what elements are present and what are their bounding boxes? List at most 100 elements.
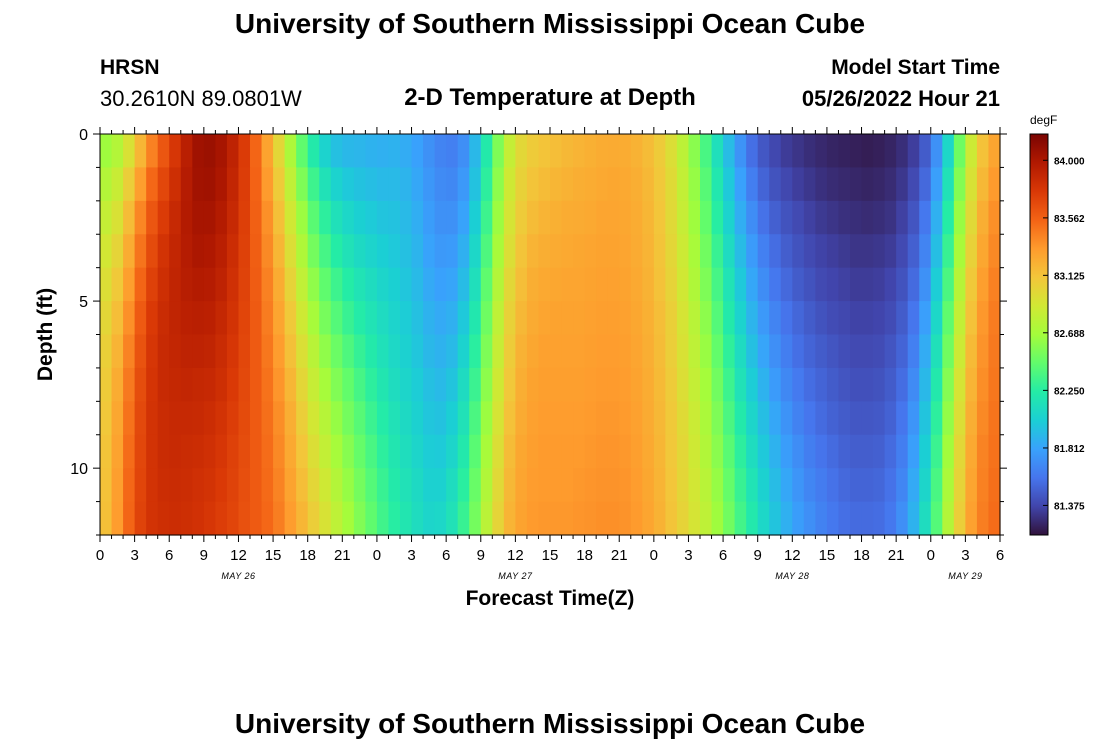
heatmap-cell [584, 468, 597, 503]
heatmap-cell [573, 367, 586, 402]
heatmap-cell [965, 468, 978, 503]
heatmap-cell [273, 401, 286, 436]
heatmap-cell [780, 301, 793, 336]
heatmap-cell [192, 267, 205, 302]
heatmap-cell [111, 200, 124, 235]
heatmap-cell [757, 401, 770, 436]
heatmap-cell [826, 200, 840, 235]
heatmap-cell [850, 301, 863, 336]
heatmap-cell [746, 234, 759, 269]
heatmap-cell [734, 501, 747, 536]
heatmap-cell [884, 334, 897, 369]
heatmap-cell [423, 134, 436, 169]
heatmap-cell [884, 267, 897, 302]
x-tick-label: 9 [477, 547, 485, 564]
chart-subtitle: 2-D Temperature at Depth [404, 84, 696, 111]
heatmap-cell [284, 267, 297, 302]
heatmap-cell [515, 267, 528, 302]
heatmap-cell [376, 401, 390, 436]
heatmap-cell [642, 334, 655, 369]
heatmap-cell [619, 134, 632, 169]
heatmap-cell [353, 367, 366, 402]
heatmap-cell [642, 501, 655, 536]
heatmap-cell [376, 134, 390, 169]
heatmap-cell [734, 434, 747, 469]
heatmap-cell [630, 301, 643, 336]
heatmap-cell [573, 468, 586, 503]
heatmap-cell [861, 134, 874, 169]
heatmap-cell [619, 267, 632, 302]
heatmap-cell [850, 167, 863, 202]
heatmap-cell [538, 301, 551, 336]
heatmap-cell [238, 401, 251, 436]
heatmap-cell [653, 134, 666, 169]
heatmap-cell [284, 468, 297, 503]
heatmap-cell [123, 501, 136, 536]
heatmap-cell [965, 267, 978, 302]
heatmap-cell [342, 334, 355, 369]
heatmap-cell [688, 434, 701, 469]
heatmap-cell [573, 301, 586, 336]
heatmap-cell [873, 434, 886, 469]
heatmap-cell [146, 367, 159, 402]
heatmap-cell [573, 401, 586, 436]
heatmap-cell [123, 267, 136, 302]
heatmap-cell [411, 134, 424, 169]
heatmap-cell [469, 200, 482, 235]
heatmap-cell [134, 468, 147, 503]
heatmap-cell [134, 434, 147, 469]
heatmap-cell [434, 401, 447, 436]
heatmap-cell [330, 267, 343, 302]
heatmap-cell [584, 167, 597, 202]
heatmap-cell [480, 200, 493, 235]
heatmap-cell [423, 501, 436, 536]
colorbar-unit: degF [1030, 113, 1057, 127]
heatmap-cell [653, 167, 666, 202]
heatmap-cell [434, 267, 447, 302]
heatmap-cell [469, 234, 482, 269]
heatmap-cell [296, 167, 309, 202]
heatmap-cell [700, 267, 713, 302]
heatmap-cell [550, 334, 563, 369]
heatmap-cell [550, 401, 563, 436]
heatmap-cell [757, 367, 770, 402]
heatmap-cell [757, 468, 770, 503]
heatmap-cell [826, 468, 840, 503]
heatmap-cell [723, 301, 736, 336]
heatmap-cell [203, 367, 216, 402]
heatmap-cell [757, 234, 770, 269]
heatmap-cell [180, 134, 193, 169]
heatmap-cell [584, 134, 597, 169]
heatmap-cell [261, 367, 274, 402]
heatmap-cell [538, 134, 551, 169]
x-tick-label: 3 [130, 547, 138, 564]
heatmap-cell [226, 267, 240, 302]
heatmap-cell [203, 200, 216, 235]
heatmap-cell [180, 434, 193, 469]
heatmap-cell [757, 334, 770, 369]
heatmap-cell [815, 501, 828, 536]
heatmap-cell [238, 167, 251, 202]
heatmap-cell [296, 468, 309, 503]
heatmap-cell [907, 334, 920, 369]
heatmap-cell [769, 367, 782, 402]
heatmap-cell [873, 267, 886, 302]
heatmap-cell [192, 468, 205, 503]
heatmap-cell [250, 367, 263, 402]
heatmap-cell [400, 267, 413, 302]
heatmap-cell [353, 134, 366, 169]
heatmap-cell [676, 468, 690, 503]
heatmap-cell [896, 434, 909, 469]
heatmap-cell [319, 434, 332, 469]
station-name: HRSN [100, 56, 160, 79]
heatmap-cell [400, 367, 413, 402]
heatmap-cell [400, 468, 413, 503]
heatmap-cell [907, 401, 920, 436]
heatmap-cell [815, 468, 828, 503]
heatmap-cell [803, 468, 816, 503]
heatmap-cell [907, 434, 920, 469]
heatmap-cell [873, 301, 886, 336]
heatmap-cell [492, 434, 505, 469]
heatmap-cell [907, 267, 920, 302]
